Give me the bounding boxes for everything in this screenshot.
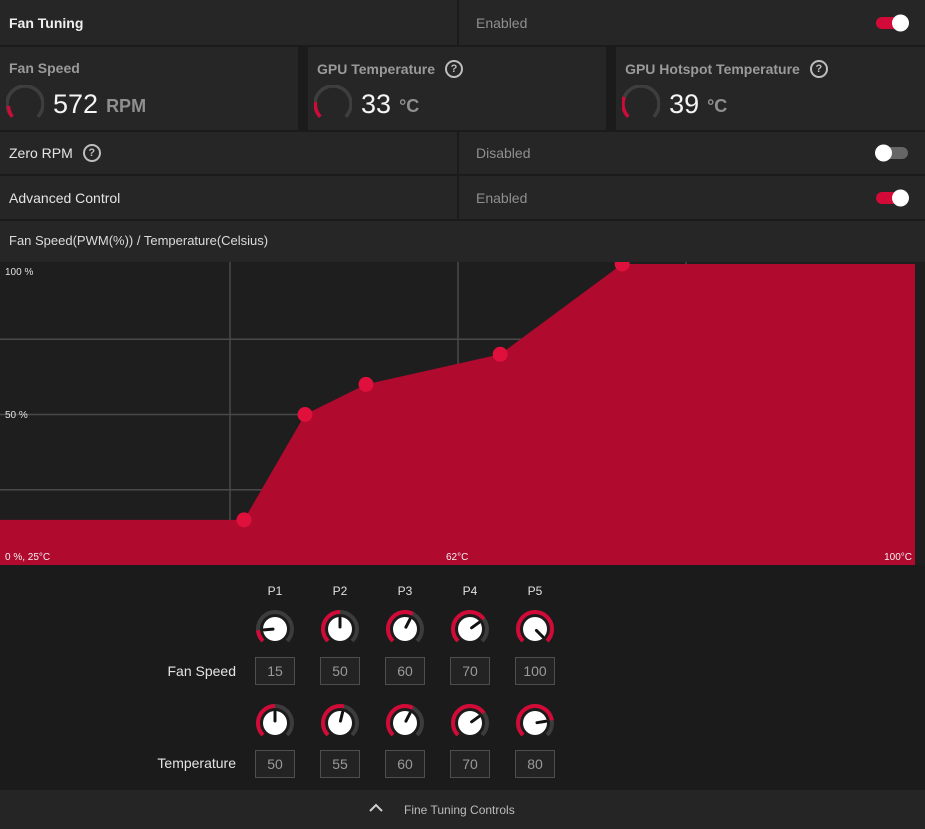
toggle-knob [892, 189, 909, 206]
advanced-control-label-cell: Advanced Control [0, 176, 457, 219]
fan-speed-unit: RPM [106, 95, 147, 116]
temperature-knob-p3[interactable] [385, 703, 425, 743]
zero-rpm-label-cell: Zero RPM? [0, 132, 457, 174]
temperature-knob-p5[interactable] [515, 703, 555, 743]
fan-speed-value: 572 [53, 88, 99, 119]
y-tick-100: 100 % [5, 267, 33, 278]
fan-speed-metric: Fan Speed 572 RPM [0, 47, 299, 130]
gpu-hotspot-unit: °C [707, 95, 728, 116]
fan-speed-input-p2[interactable]: 50 [320, 657, 360, 685]
metric-title: GPU Temperature? [317, 60, 464, 78]
gpu-temperature-unit: °C [399, 95, 420, 116]
fan-speed-knob-p1[interactable] [255, 609, 295, 649]
x-tick-max: 100°C [884, 552, 912, 563]
gpu-hotspot-metric: GPU Hotspot Temperature? 39 °C [616, 47, 925, 130]
curve-point-4[interactable] [492, 346, 508, 362]
gpu-temperature-gauge-icon [314, 85, 353, 118]
fine-tuning-footer[interactable]: Fine Tuning Controls [0, 790, 925, 829]
fan-tuning-status: Enabled [476, 14, 528, 31]
fan-speed-knob-p4[interactable] [450, 609, 490, 649]
metric-title: Fan Speed [9, 60, 80, 76]
point-label-p1: P1 [267, 584, 283, 598]
zero-rpm-toggle[interactable] [875, 144, 908, 162]
help-icon[interactable]: ? [445, 60, 464, 78]
fan-speed-knob-p3[interactable] [385, 609, 425, 649]
fan-speed-input-p1[interactable]: 15 [255, 657, 295, 685]
temperature-input-p4[interactable]: 70 [450, 750, 490, 778]
point-label-p3: P3 [397, 584, 413, 598]
curve-point-5[interactable] [614, 262, 630, 272]
point-label-p5: P5 [527, 584, 543, 598]
fan-tuning-label: Fan Tuning [9, 14, 84, 31]
metrics-row: Fan Speed 572 RPM GPU Temperature? 33 °C… [0, 47, 925, 130]
fan-curve-points [236, 262, 630, 528]
temperature-knob-p1[interactable] [255, 703, 295, 743]
fan-tuning-control-cell: Enabled [459, 0, 925, 45]
temperature-knob-p4[interactable] [450, 703, 490, 743]
toggle-knob [875, 144, 892, 162]
x-tick-mid: 62°C [446, 552, 468, 563]
temperature-input-p1[interactable]: 50 [255, 750, 295, 778]
zero-rpm-control-cell: Disabled [459, 132, 925, 174]
temperature-input-p3[interactable]: 60 [385, 750, 425, 778]
advanced-control-status: Enabled [476, 189, 528, 206]
help-icon[interactable]: ? [82, 144, 101, 162]
fan-curve-chart[interactable]: 100 % 50 % 0 %, 25°C 62°C 100°C [0, 262, 925, 565]
chart-title: Fan Speed(PWM(%)) / Temperature(Celsius) [9, 233, 269, 248]
chart-title-bar: Fan Speed(PWM(%)) / Temperature(Celsius) [0, 221, 925, 262]
metric-title: GPU Hotspot Temperature? [625, 60, 828, 78]
fan-speed-knob-p5[interactable] [515, 609, 555, 649]
toggle-knob [892, 14, 909, 31]
fan-curve-area [0, 264, 915, 565]
fan-speed-input-p3[interactable]: 60 [385, 657, 425, 685]
advanced-control-row: Advanced Control Enabled [0, 176, 925, 219]
fan-tuning-toggle[interactable] [876, 14, 909, 31]
curve-point-2[interactable] [297, 407, 313, 422]
zero-rpm-label: Zero RPM? [9, 144, 101, 162]
fine-tuning-controls-label: Fine Tuning Controls [404, 803, 515, 817]
fan-speed-knob-p2[interactable] [320, 609, 360, 649]
gpu-temperature-metric: GPU Temperature? 33 °C [308, 47, 607, 130]
curve-point-3[interactable] [358, 376, 374, 392]
advanced-control-label: Advanced Control [9, 189, 121, 206]
advanced-control-control-cell: Enabled [459, 176, 925, 219]
point-label-p4: P4 [462, 584, 478, 598]
fan-tuning-label-cell: Fan Tuning [0, 0, 457, 45]
temperature-input-p5[interactable]: 80 [515, 750, 555, 778]
gpu-hotspot-gauge-icon [622, 85, 661, 118]
zero-rpm-row: Zero RPM? Disabled [0, 132, 925, 174]
temperature-input-p2[interactable]: 55 [320, 750, 360, 778]
fan-speed-input-p4[interactable]: 70 [450, 657, 490, 685]
temperature-row-label: Temperature [157, 755, 236, 771]
curve-point-1[interactable] [236, 512, 252, 528]
point-label-p2: P2 [332, 584, 348, 598]
fan-speed-gauge-icon [6, 85, 44, 118]
zero-rpm-status: Disabled [476, 145, 531, 161]
fan-speed-input-p5[interactable]: 100 [515, 657, 555, 685]
temperature-knob-p2[interactable] [320, 703, 360, 743]
help-icon[interactable]: ? [809, 60, 828, 78]
fan-tuning-row: Fan Tuning Enabled [0, 0, 925, 45]
gpu-hotspot-value: 39 [669, 88, 700, 119]
fan-speed-row-label: Fan Speed [167, 663, 237, 679]
y-tick-50: 50 % [5, 410, 28, 421]
gpu-temperature-value: 33 [361, 88, 392, 119]
chevron-up-icon[interactable] [368, 802, 384, 814]
origin-tick: 0 %, 25°C [5, 552, 50, 563]
advanced-control-toggle[interactable] [876, 189, 909, 206]
